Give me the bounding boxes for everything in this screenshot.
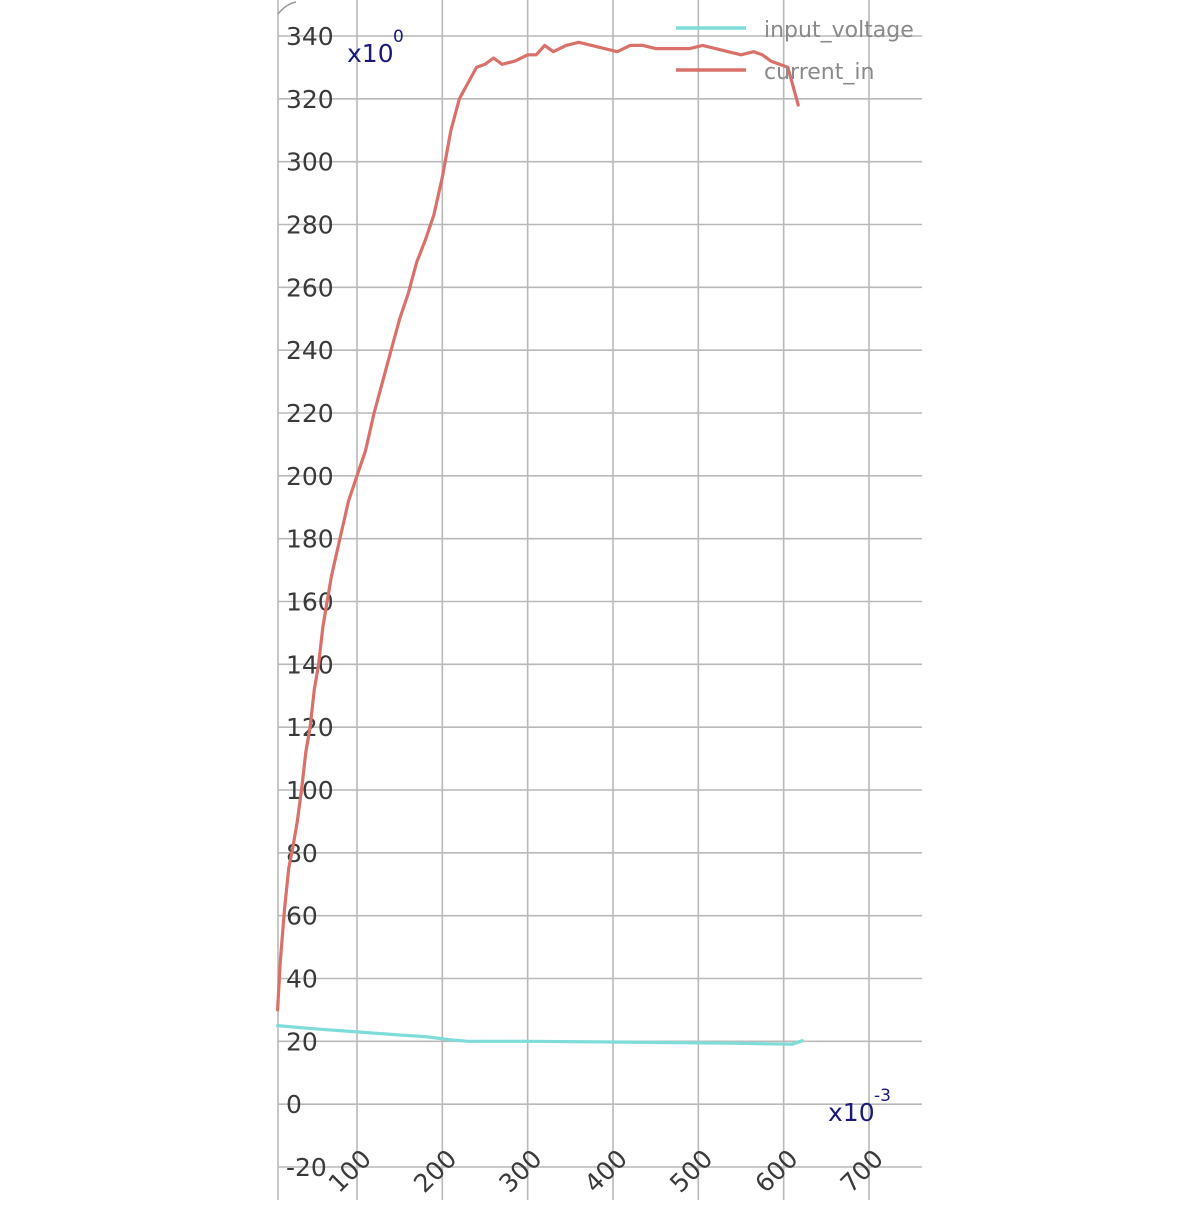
y-tick-label: 40 [286,965,318,994]
y-axis-exponent: x10 0 [347,27,404,68]
y-tick-label: 240 [286,336,334,365]
x-tick-label: 100 [323,1144,377,1198]
legend[interactable]: input_voltage current_in [676,18,914,85]
x-tick-label: 200 [408,1144,462,1198]
x-axis-ticks: 100 200 300 400 500 600 700 [323,1144,889,1198]
legend-label-input-voltage: input_voltage [764,18,914,43]
series [276,40,805,1046]
y-tick-label: 20 [286,1027,318,1056]
y-tick-label: 220 [286,399,334,428]
y-tick-label: 140 [286,650,334,679]
series-line-input-voltage [276,1023,805,1046]
y-axis-ticks: -200204060801001201401601802002202402602… [286,22,334,1182]
y-tick-label: 280 [286,211,334,240]
x-tick-label: 600 [749,1144,803,1198]
y-tick-label: 60 [286,902,318,931]
x-exponent-power: -3 [874,1086,891,1106]
x-exponent-base: x10 [828,1098,875,1127]
y-exponent-power: 0 [393,27,404,47]
x-tick-label: 500 [664,1144,718,1198]
y-exponent-base: x10 [347,39,394,68]
y-tick-label: -20 [286,1153,327,1182]
grid [277,0,922,1200]
y-tick-label: 320 [286,85,334,114]
y-tick-label: 0 [286,1090,302,1119]
x-axis-exponent: x10 -3 [828,1086,891,1127]
series-line-current-in [276,40,800,1012]
y-tick-label: 300 [286,148,334,177]
y-tick-label: 200 [286,462,334,491]
y-tick-label: 180 [286,525,334,554]
y-tick-label: 260 [286,273,334,302]
y-tick-label: 340 [286,22,334,51]
x-tick-label: 400 [579,1144,633,1198]
y-tick-label: 100 [286,776,334,805]
corner-artifact [277,1,297,15]
x-tick-label: 300 [493,1144,547,1198]
legend-label-current-in: current_in [764,60,874,85]
x-tick-label: 700 [835,1144,889,1198]
